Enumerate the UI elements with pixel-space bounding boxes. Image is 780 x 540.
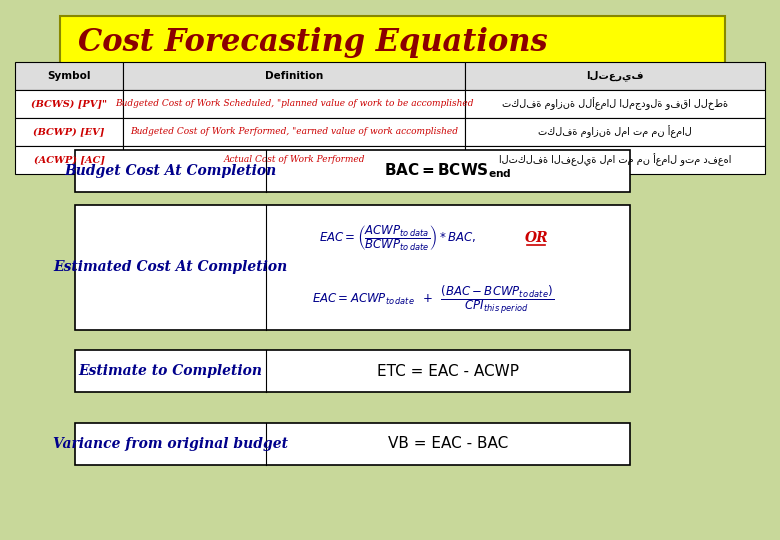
FancyBboxPatch shape (123, 62, 465, 90)
Text: Variance from original budget: Variance from original budget (53, 437, 289, 451)
Text: Estimate to Completion: Estimate to Completion (79, 364, 263, 378)
Text: (BCWS) [PV]": (BCWS) [PV]" (31, 99, 107, 109)
FancyBboxPatch shape (15, 146, 123, 174)
Text: Symbol: Symbol (48, 71, 90, 81)
Text: تكلفة موازنة للأعمال المجدولة وفقا للخطة: تكلفة موازنة للأعمال المجدولة وفقا للخطة (502, 98, 728, 111)
Text: التعريف: التعريف (587, 71, 643, 82)
Text: تكلفة موازنة لما تم من أعمال: تكلفة موازنة لما تم من أعمال (538, 126, 692, 138)
FancyBboxPatch shape (15, 90, 123, 118)
FancyBboxPatch shape (123, 146, 465, 174)
Text: (ACWP) [AC]: (ACWP) [AC] (34, 156, 105, 165)
Text: OR: OR (524, 231, 548, 245)
FancyBboxPatch shape (75, 205, 630, 330)
Text: (BCWP) [EV]: (BCWP) [EV] (34, 127, 105, 137)
Text: Cost Forecasting Equations: Cost Forecasting Equations (78, 26, 548, 57)
FancyBboxPatch shape (15, 62, 123, 90)
Text: Budgeted Cost of Work Performed, "earned value of work accomplished: Budgeted Cost of Work Performed, "earned… (130, 127, 458, 137)
FancyBboxPatch shape (465, 90, 765, 118)
Text: Budget Cost At Completion: Budget Cost At Completion (65, 164, 277, 178)
FancyBboxPatch shape (75, 150, 630, 192)
FancyBboxPatch shape (60, 16, 725, 68)
FancyBboxPatch shape (75, 423, 630, 465)
FancyBboxPatch shape (465, 146, 765, 174)
Text: $EAC = ACWP_{to\,date}$$\;\;+\;\;\dfrac{(BAC - BCWP_{to\,date})}{CPI_{this\;peri: $EAC = ACWP_{to\,date}$$\;\;+\;\;\dfrac{… (312, 284, 555, 316)
Text: Estimated Cost At Completion: Estimated Cost At Completion (54, 260, 288, 274)
Text: ETC = EAC - ACWP: ETC = EAC - ACWP (378, 363, 519, 379)
FancyBboxPatch shape (75, 350, 630, 392)
Text: Budgeted Cost of Work Scheduled, "planned value of work to be accomplished: Budgeted Cost of Work Scheduled, "planne… (115, 99, 473, 109)
Text: $EAC = \left(\dfrac{ACWP_{to\,data}}{BCWP_{to\,date}}\right) * BAC,$: $EAC = \left(\dfrac{ACWP_{to\,data}}{BCW… (320, 223, 477, 253)
Text: التكلفة الفعلية لما تم من أعمال وتم دفعها: التكلفة الفعلية لما تم من أعمال وتم دفعه… (499, 153, 731, 166)
Text: $\mathbf{BAC = BCWS_{end}}$: $\mathbf{BAC = BCWS_{end}}$ (385, 161, 512, 180)
FancyBboxPatch shape (465, 62, 765, 90)
Text: VB = EAC - BAC: VB = EAC - BAC (388, 436, 509, 451)
FancyBboxPatch shape (123, 90, 465, 118)
Text: Definition: Definition (265, 71, 323, 81)
Text: Actual Cost of Work Performed: Actual Cost of Work Performed (223, 156, 365, 165)
FancyBboxPatch shape (123, 118, 465, 146)
FancyBboxPatch shape (15, 118, 123, 146)
FancyBboxPatch shape (465, 118, 765, 146)
